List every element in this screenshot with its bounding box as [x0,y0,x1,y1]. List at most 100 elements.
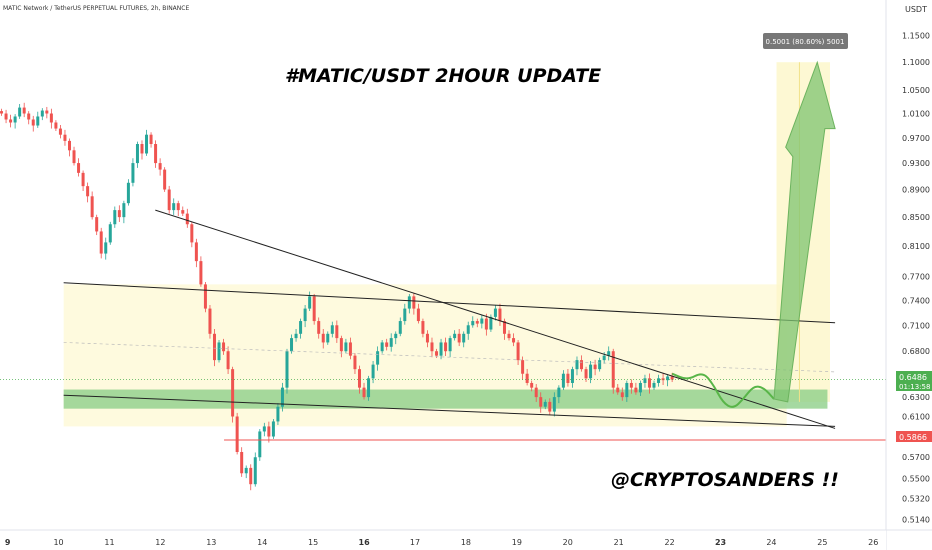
candle-body [154,144,158,164]
support-zone [63,389,828,409]
candle [575,356,579,376]
candle [226,346,230,374]
candle [457,329,461,347]
candle-body [231,369,235,417]
candle [40,108,44,121]
candle [339,335,343,358]
candle-body [86,186,90,197]
candle-body [620,392,624,398]
candle [176,200,180,217]
candle [625,380,629,402]
current-price-label: 0.6486 01:13:58 [896,371,932,391]
candle [652,380,656,391]
candle-body [453,333,457,339]
price-tick-label: 1.0500 [902,86,930,95]
candle [353,353,357,374]
candle-body [625,382,629,398]
candle [280,382,284,412]
candle [217,340,221,363]
candle [181,206,185,217]
time-tick-label: 17 [410,538,420,547]
candle [81,170,85,191]
time-axis-background[interactable] [0,530,886,550]
candle [285,348,289,394]
candle-body [18,107,22,117]
candle-body [235,416,239,452]
candle-body [548,401,552,412]
candle [172,198,176,215]
candle [9,114,13,128]
candle [507,330,511,341]
candle-body [77,163,81,173]
candle [407,293,411,314]
candle-body [367,378,371,398]
candle-body [539,397,543,407]
projection-wave [671,372,775,408]
candle [598,357,602,372]
time-tick-label: 21 [614,538,624,547]
time-tick-label: 20 [563,538,573,547]
price-tick-label: 0.5500 [902,475,930,484]
candle [31,115,35,132]
candle [498,303,502,326]
candle-body [72,150,76,164]
candle-body [13,116,17,123]
candle [616,384,620,395]
time-tick-label: 18 [461,538,471,547]
candle [163,167,167,192]
candle-body [425,333,429,343]
candle [453,330,457,341]
candle [634,382,638,395]
candle [303,304,307,328]
price-tick-label: 1.1000 [902,58,930,67]
candle [462,331,466,348]
candle-body [348,342,352,356]
candle [271,419,275,439]
candle [321,329,325,349]
time-tick-label: 24 [766,538,776,547]
candle-body [63,134,67,141]
candle-body [194,242,198,262]
candle [566,368,570,387]
candle-body [530,382,534,388]
channel-midline [63,342,836,373]
candle [638,380,642,396]
candle [371,361,375,384]
price-axis-background[interactable] [886,0,932,530]
time-tick-label: 19 [512,538,522,547]
candles-layer [0,102,674,491]
candle [552,392,556,417]
time-tick-label: 13 [206,538,216,547]
candle-body [4,113,8,120]
candle [67,138,71,157]
candle [484,313,488,336]
candle-body [507,333,511,339]
candle-body [113,210,117,225]
chart-title: MATIC Network / TetherUS PERPETUAL FUTUR… [3,5,189,12]
candle-body [543,401,547,407]
candle-body [285,351,289,388]
candle-body [167,189,171,211]
channel-bottom-line [63,394,836,427]
candle [77,158,81,177]
price-tick-label: 0.9700 [902,134,930,143]
candle [362,382,366,400]
candle [376,346,380,371]
candle-body [403,308,407,322]
candle-body [117,210,121,218]
candle [86,182,90,203]
candle [580,355,584,372]
candle-body [158,163,162,170]
candle-body [480,318,484,324]
candle [108,221,112,245]
candle-body [593,364,597,370]
price-tick-label: 0.7400 [902,296,930,305]
candle-body [629,382,633,388]
candle [471,316,475,328]
candle [425,330,429,348]
time-tick-label: 26 [868,538,878,547]
candle-body [81,172,85,187]
price-tick-label: 0.6800 [902,347,930,356]
candle [231,366,235,423]
